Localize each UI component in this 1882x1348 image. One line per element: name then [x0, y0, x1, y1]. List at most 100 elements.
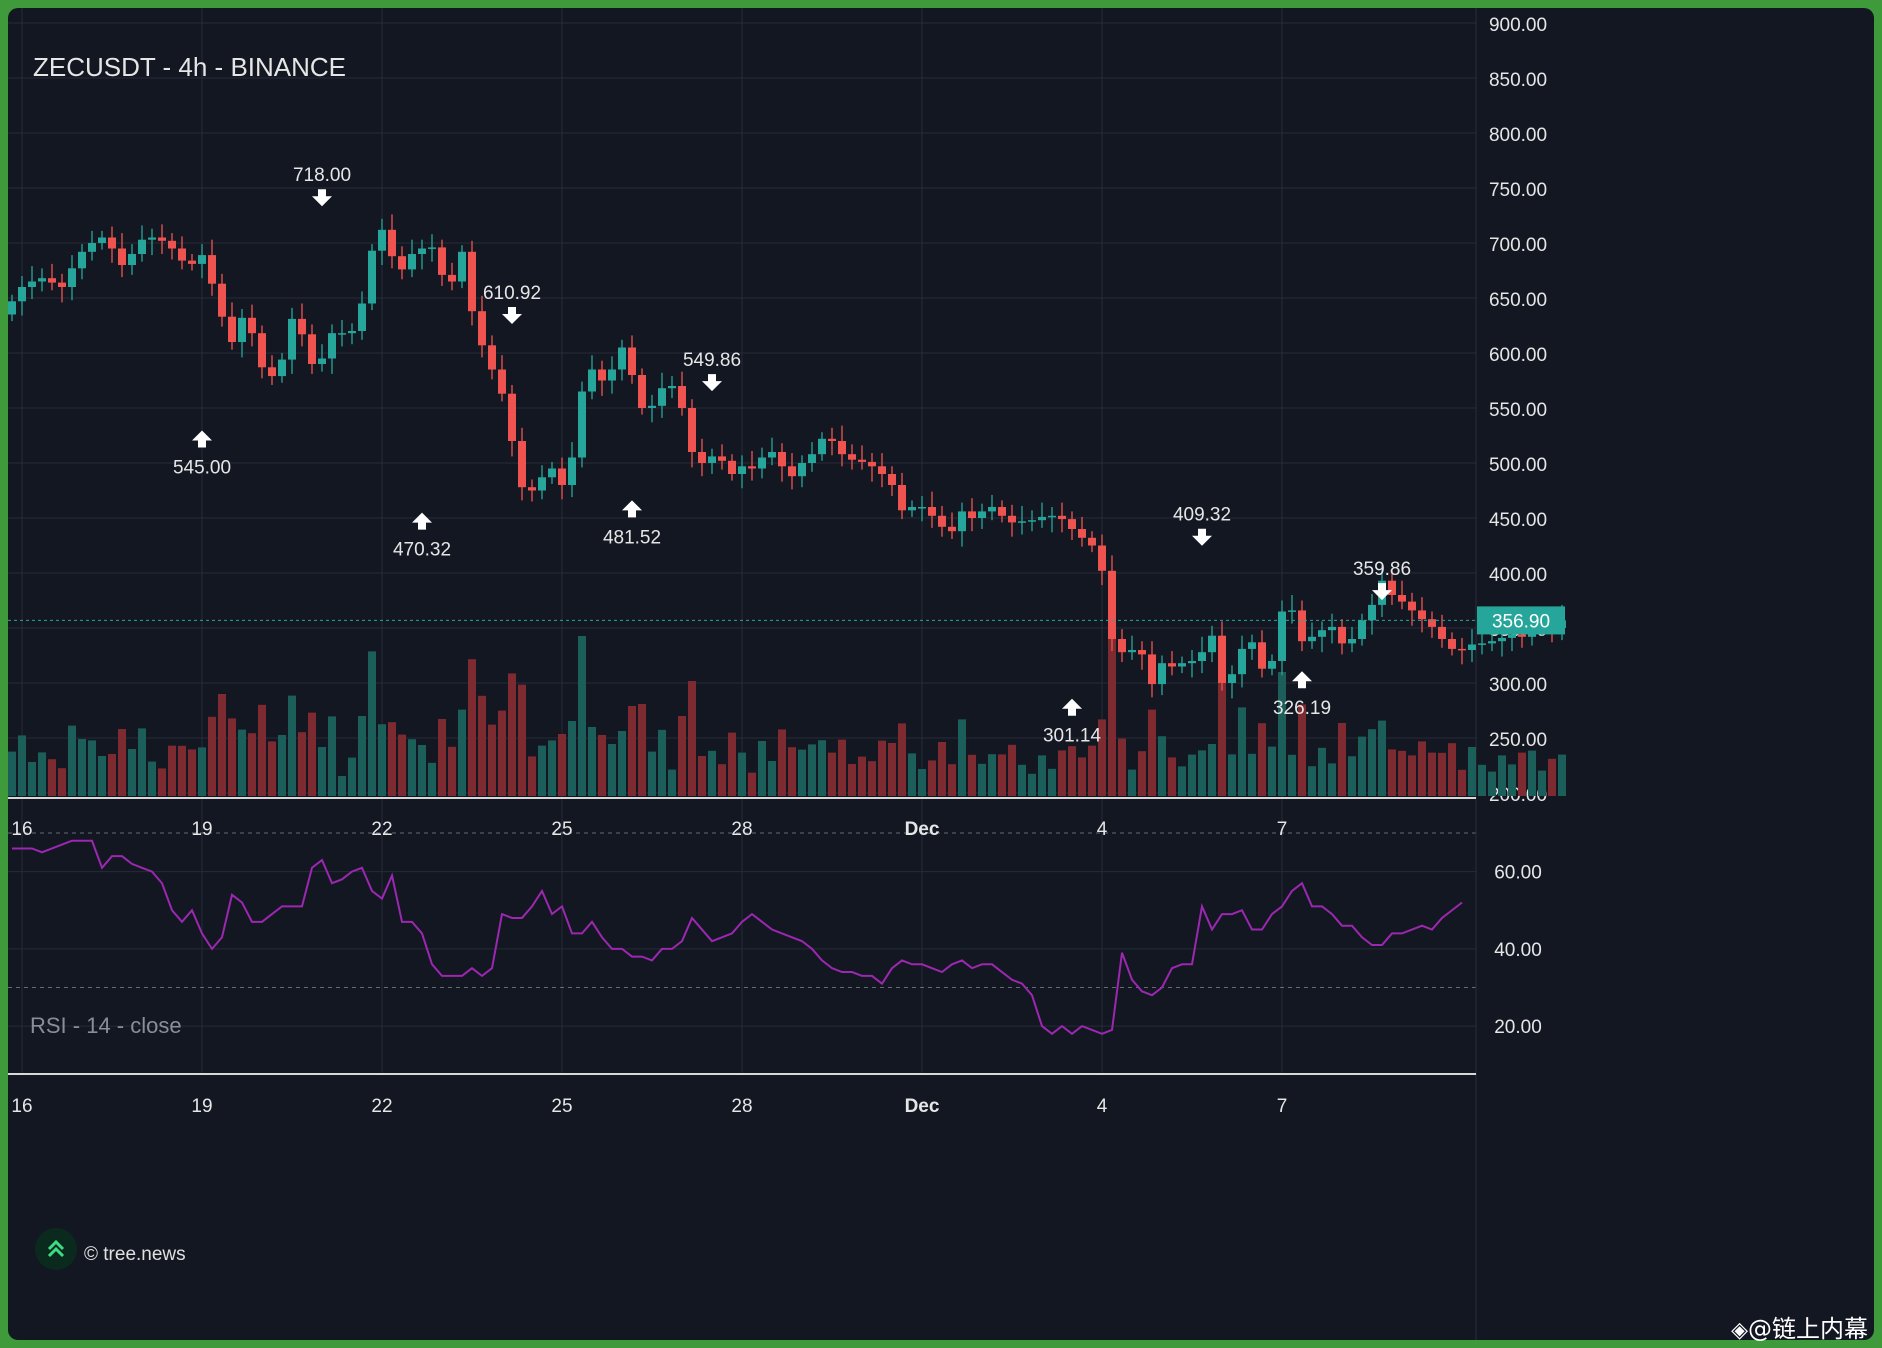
- volume-bar: [638, 704, 646, 796]
- volume-bar: [238, 729, 246, 796]
- candle-body: [908, 507, 916, 511]
- volume-bar: [248, 733, 256, 796]
- volume-bar: [568, 721, 576, 796]
- volume-bar: [148, 761, 156, 796]
- rsi-x-tick-label: 16: [11, 1096, 32, 1117]
- volume-bar: [1188, 754, 1196, 796]
- candle-body: [158, 237, 166, 241]
- volume-bar: [808, 744, 816, 796]
- candle-body: [238, 317, 246, 342]
- marker-label: 470.32: [393, 540, 451, 561]
- candle-body: [828, 438, 836, 441]
- volume-bar: [1208, 744, 1216, 796]
- y-tick-label: 650.00: [1489, 290, 1547, 311]
- volume-bar: [778, 729, 786, 796]
- candle-body: [818, 438, 826, 455]
- volume-bar: [628, 706, 636, 796]
- volume-bar: [478, 695, 486, 796]
- candle-body: [658, 388, 666, 406]
- candle-body: [1468, 644, 1476, 650]
- candle-body: [1438, 626, 1446, 639]
- credit-text: © tree.news: [84, 1244, 186, 1265]
- candle-body: [1358, 620, 1366, 639]
- volume-bar: [1048, 768, 1056, 796]
- candle-body: [108, 237, 116, 249]
- chart-title: ZECUSDT - 4h - BINANCE: [33, 52, 347, 82]
- volume-bar: [68, 725, 76, 796]
- candle-body: [928, 507, 936, 516]
- volume-bar: [1238, 707, 1246, 796]
- volume-bar: [78, 739, 86, 796]
- marker-arrow-down-icon: [1372, 583, 1392, 601]
- candle-body: [1288, 610, 1296, 612]
- candle-body: [508, 393, 516, 441]
- candle-body: [118, 248, 126, 265]
- volume-bar: [28, 762, 36, 796]
- candle-body: [1218, 635, 1226, 683]
- volume-bar: [1308, 766, 1316, 796]
- rsi-x-tick-label: 19: [191, 1096, 212, 1117]
- volume-bar: [338, 776, 346, 796]
- candle-body: [668, 386, 676, 389]
- volume-bar: [718, 764, 726, 796]
- volume-bar: [198, 747, 206, 796]
- marker-label: 409.32: [1173, 505, 1231, 526]
- candle-body: [1478, 643, 1486, 645]
- candle-body: [998, 507, 1006, 516]
- rsi-y-tick-label: 60.00: [1494, 863, 1542, 884]
- volume-bar: [498, 710, 506, 796]
- volume-bar: [548, 740, 556, 796]
- candle-body: [978, 511, 986, 518]
- volume-bar: [828, 752, 836, 796]
- volume-bar: [1028, 773, 1036, 796]
- marker-label: 545.00: [173, 458, 231, 479]
- volume-bar: [1018, 764, 1026, 796]
- volume-bar: [118, 729, 126, 796]
- marker-label: 326.19: [1273, 698, 1331, 719]
- candle-body: [708, 456, 716, 463]
- candle-body: [418, 248, 426, 254]
- current-price-label: 356.90: [1492, 611, 1550, 632]
- candle-body: [328, 333, 336, 359]
- candle-body: [1138, 650, 1146, 655]
- volume-bar: [978, 763, 986, 796]
- candle-body: [648, 405, 656, 408]
- candle-body: [858, 459, 866, 462]
- volume-bar: [1408, 755, 1416, 796]
- candle-body: [18, 287, 26, 302]
- volume-bar: [1178, 766, 1186, 796]
- volume-bar: [228, 718, 236, 796]
- candle-body: [1178, 663, 1186, 667]
- volume-bar: [1258, 723, 1266, 796]
- candle-body: [838, 441, 846, 455]
- candle-body: [1168, 663, 1176, 667]
- volume-bar: [1368, 729, 1376, 796]
- marker-label: 481.52: [603, 527, 661, 548]
- candle-body: [88, 243, 96, 252]
- candle-body: [608, 369, 616, 381]
- candle-body: [768, 452, 776, 458]
- candle-body: [378, 229, 386, 251]
- chart-svg[interactable]: 900.00 850.00 800.00 750.00 700.00 650.00 600.…: [8, 8, 1874, 1340]
- volume-bar: [848, 764, 856, 796]
- volume-bar: [948, 764, 956, 796]
- marker-arrow-down-icon: [702, 374, 722, 392]
- rsi-label: RSI - 14 - close: [30, 1013, 182, 1038]
- y-tick-label: 300.00: [1489, 675, 1547, 696]
- candle-body: [198, 255, 206, 264]
- x-tick-label: Dec: [905, 819, 940, 840]
- rsi-line: [12, 839, 1463, 1036]
- candle-body: [688, 408, 696, 452]
- volume-bar: [128, 749, 136, 796]
- marker-label: 718.00: [293, 165, 351, 186]
- candle-body: [988, 507, 996, 512]
- volume-bar: [918, 769, 926, 796]
- candle-body: [958, 511, 966, 532]
- volume-bar: [1548, 758, 1556, 796]
- candle-body: [278, 359, 286, 377]
- tree-news-logo-icon: [35, 1228, 77, 1270]
- candle-body: [1128, 650, 1136, 653]
- candle-body: [1228, 674, 1236, 683]
- candle-body: [128, 254, 136, 265]
- volume-bar: [1118, 738, 1126, 796]
